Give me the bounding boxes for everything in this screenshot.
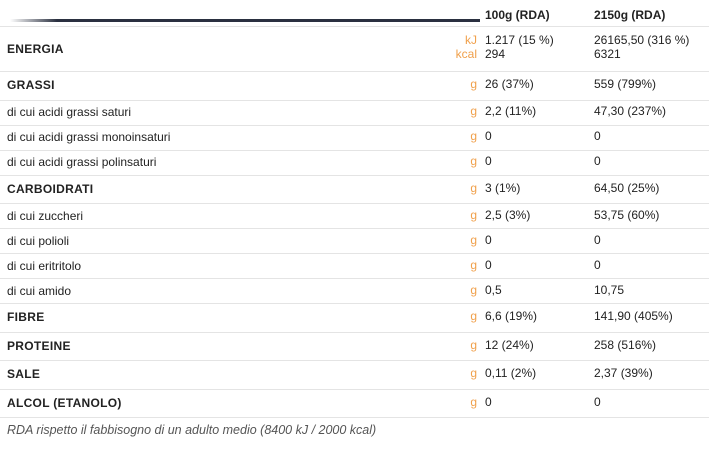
row-label: di cui zuccheri [7,208,84,223]
unit: kcal [455,47,477,61]
value-100g: 0,11 (2%) [485,366,537,381]
row-divider [0,253,709,254]
value-100g: 294 [485,47,506,61]
row-label: di cui acidi grassi monoinsaturi [7,130,171,144]
value-portion: 0 [594,129,601,143]
unit: g [470,77,477,92]
value-portion: 26165,50 (316 %) [594,33,690,47]
unit: g [470,207,477,222]
value-100g: 26 (37%) [485,77,534,92]
value-portion: 141,90 (405%) [594,309,673,324]
row-divider [0,332,709,333]
unit: g [470,257,477,272]
value-100g: 2,5 (3%) [485,207,531,222]
row-label: SALE [7,367,41,382]
value-portion: 0 [594,394,601,409]
value-portion: 2,37 (39%) [594,366,653,381]
row-divider [0,203,709,204]
row-divider [0,228,709,229]
unit: g [470,180,477,195]
row-label: di cui acidi grassi polinsaturi [7,155,157,169]
value-portion: 0 [594,154,601,168]
header-bar [10,19,480,22]
row-label: di cui acidi grassi saturi [7,105,132,119]
row-label: CARBOIDRATI [7,181,94,196]
row-divider [0,303,709,304]
value-100g: 0 [485,129,492,143]
value-100g: 0 [485,154,492,168]
value-100g: 1.217 (15 %) [485,33,554,47]
value-100g: 6,6 (19%) [485,309,538,324]
value-100g: 0 [485,394,492,409]
value-100g: 0 [485,232,492,247]
unit: g [470,337,477,352]
row-label: di cui amido [7,283,72,298]
row-divider [0,71,709,72]
row-label: ENERGIA [7,42,64,56]
value-portion: 64,50 (25%) [594,180,660,195]
unit: g [470,232,477,247]
unit: g [470,154,477,168]
row-label: di cui polioli [7,233,70,248]
value-portion: 258 (516%) [594,337,657,352]
unit: g [470,309,477,324]
value-portion: 559 (799%) [594,77,657,92]
row-divider [0,175,709,176]
header-cell: 2150g (RDA) [594,8,666,22]
row-label: PROTEINE [7,338,71,353]
row-label: di cui eritritolo [7,258,82,273]
value-100g: 0,5 [485,282,502,297]
row-divider [0,278,709,279]
value-portion: 10,75 [594,282,625,297]
value-portion: 0 [594,257,601,272]
header-divider [0,26,709,27]
unit: g [470,366,477,381]
value-portion: 6321 [594,47,621,61]
row-label: GRASSI [7,78,55,93]
row-divider [0,389,709,390]
unit: kJ [465,33,477,47]
unit: g [470,104,477,118]
unit: g [470,282,477,297]
value-100g: 2,2 (11%) [485,104,537,118]
footnote: RDA rispetto il fabbisogno di un adulto … [7,423,377,437]
row-label: FIBRE [7,310,45,325]
unit: g [470,129,477,143]
value-portion: 0 [594,232,601,247]
row-divider [0,150,709,151]
row-divider [0,100,709,101]
value-100g: 3 (1%) [485,180,521,195]
unit: g [470,394,477,409]
value-100g: 12 (24%) [485,337,534,352]
value-portion: 53,75 (60%) [594,207,660,222]
value-portion: 47,30 (237%) [594,104,667,118]
header-cell: 100g (RDA) [485,8,550,22]
row-divider [0,417,709,418]
value-100g: 0 [485,257,492,272]
row-divider [0,125,709,126]
row-divider [0,360,709,361]
row-label: ALCOL (ETANOLO) [7,395,122,410]
